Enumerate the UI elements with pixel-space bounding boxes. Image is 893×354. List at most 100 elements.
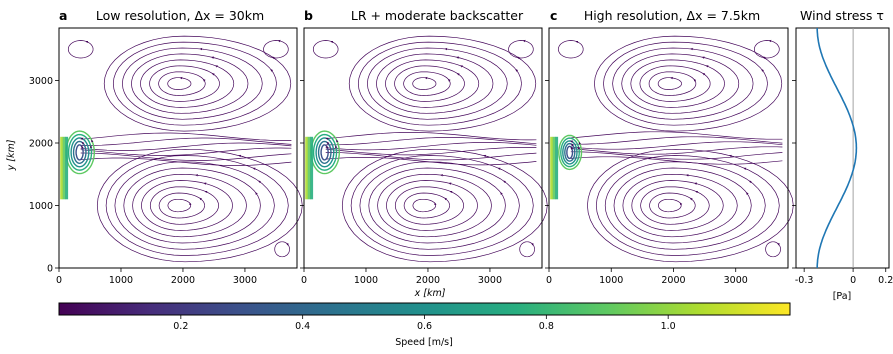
streamline-arrow <box>761 68 764 72</box>
x-tick-label: 1000 <box>109 275 133 286</box>
streamline <box>631 180 724 231</box>
y-tick-label: 0 <box>47 264 53 275</box>
panel-c: c High resolution, Δx = 7.5km <box>548 8 794 269</box>
streamline <box>75 144 84 161</box>
streamline <box>639 65 711 102</box>
streamline <box>263 40 289 59</box>
streamline <box>765 241 781 258</box>
boundary-current <box>307 136 311 200</box>
panel-c-letter: c <box>550 8 557 23</box>
streamline <box>612 47 754 120</box>
streamline <box>386 180 478 231</box>
boundary-current <box>552 136 556 200</box>
streamline <box>131 53 249 114</box>
streamline-arrow <box>444 197 448 201</box>
streamline <box>122 47 263 120</box>
panel-a-frame <box>58 27 298 269</box>
streamline <box>80 137 292 146</box>
streamline-arrow <box>238 154 244 158</box>
y-tick-label: 1000 <box>29 201 53 212</box>
colorbar-tick-label: 0.4 <box>295 321 310 332</box>
streamline <box>570 141 783 150</box>
streamline <box>640 186 710 225</box>
boundary-current <box>60 136 64 200</box>
streamline <box>320 144 329 161</box>
streamline <box>403 192 451 219</box>
streamline-arrow <box>199 197 203 201</box>
streamline-arrow <box>695 190 699 194</box>
streamline <box>367 47 508 120</box>
streamline-arrow <box>211 72 215 76</box>
streamline-arrow <box>503 180 507 184</box>
streamline <box>67 133 93 171</box>
streamline <box>403 71 451 96</box>
streamline <box>562 140 578 165</box>
streamline <box>167 77 192 90</box>
streamline-arrow <box>497 167 502 170</box>
streamline <box>80 147 292 156</box>
streamline <box>558 134 583 171</box>
colorbar-label: Speed [m/s] <box>395 337 453 348</box>
streamline <box>394 65 465 102</box>
streamline <box>658 198 682 213</box>
streamline <box>359 161 520 250</box>
streamline-arrow <box>705 65 709 68</box>
streamline <box>566 145 574 160</box>
streamline-arrow <box>483 154 489 158</box>
panel-c-streamlines <box>550 35 794 263</box>
colorbar-tick-label: 0.6 <box>417 321 432 332</box>
panel-b-title: LR + moderate backscatter <box>351 8 524 23</box>
x-tick-label: 1000 <box>599 275 623 286</box>
streamline-arrow <box>215 65 218 68</box>
boundary-current <box>65 136 69 200</box>
streamline <box>595 155 780 256</box>
colorbar: 0.2 0.4 0.6 0.8 1.0 Speed [m/s] <box>58 302 791 348</box>
streamline <box>570 156 783 165</box>
x-tick-label: 2000 <box>661 275 685 286</box>
panel-c-frame <box>548 27 789 269</box>
wind-stress-unit: [Pa] <box>833 291 852 302</box>
colorbar-gradient <box>59 303 790 315</box>
streamline-arrow <box>500 191 503 195</box>
x-tick-label: 1000 <box>354 275 378 286</box>
streamline <box>158 71 206 96</box>
streamline <box>149 65 220 102</box>
streamline-arrow <box>252 167 257 170</box>
streamline <box>80 152 292 161</box>
streamline-arrow <box>689 197 693 201</box>
streamline <box>149 186 219 225</box>
panel-b-letter: b <box>304 8 313 23</box>
wind-x-tick-label: 0.2 <box>878 275 893 286</box>
streamline <box>519 241 535 258</box>
streamline <box>412 198 437 213</box>
streamline-arrow <box>728 154 735 158</box>
streamline <box>648 71 697 96</box>
panel-b: b LR + moderate backscatter <box>303 8 548 269</box>
streamline <box>132 173 247 238</box>
panel-b-frame <box>303 27 543 269</box>
streamline <box>70 137 90 168</box>
streamline <box>508 40 534 59</box>
streamline <box>570 151 783 160</box>
streamline-arrow <box>456 72 460 76</box>
axis-ticks: 0 1000 2000 3000 0 1000 2000 3000 0 1000 2000 3000 0… <box>29 76 748 286</box>
streamline <box>657 77 682 90</box>
streamline-arrow <box>449 190 453 194</box>
streamline <box>325 147 537 156</box>
streamline-arrow <box>203 182 207 185</box>
x-tick-label: 2000 <box>171 275 195 286</box>
streamline <box>103 35 292 132</box>
x-tick-label: 2000 <box>416 275 440 286</box>
x-tick-label: 0 <box>546 275 552 286</box>
streamline <box>570 136 783 145</box>
streamline <box>325 152 537 161</box>
streamline <box>96 148 303 263</box>
boundary-current <box>550 136 554 200</box>
y-tick-label: 3000 <box>29 76 53 87</box>
streamline-arrow <box>255 191 258 195</box>
streamline-arrow <box>515 68 519 72</box>
boundary-current <box>555 136 559 200</box>
streamline-arrow <box>204 190 208 194</box>
wind-stress-title: Wind stress τ <box>800 8 884 23</box>
streamline <box>357 41 522 126</box>
